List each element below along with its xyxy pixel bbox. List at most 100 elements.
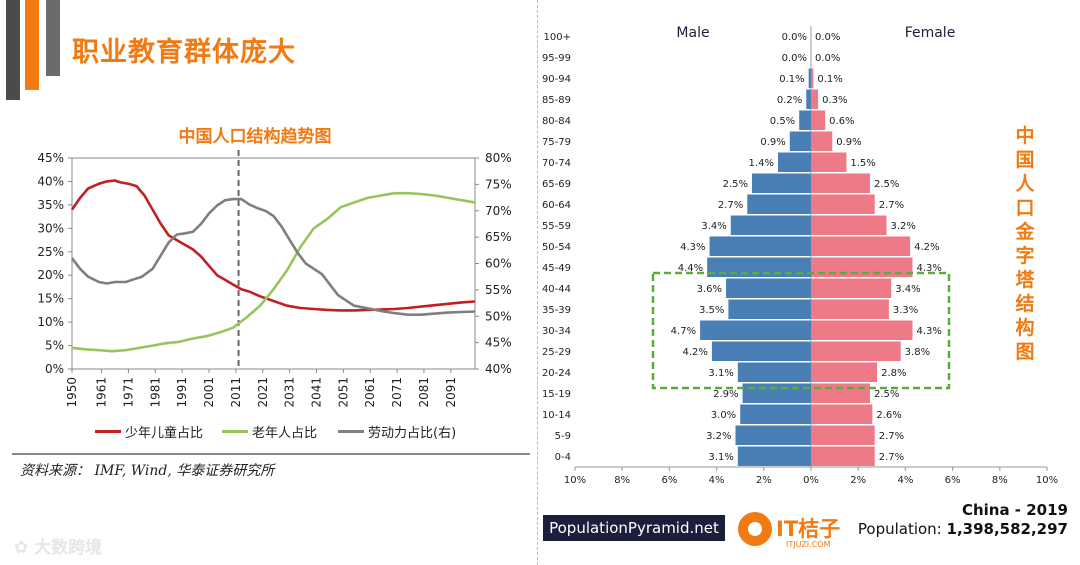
male-value-label: 2.9% — [713, 389, 738, 400]
right-tick-label: 45% — [485, 336, 512, 350]
age-group-label: 100+ — [544, 32, 571, 43]
female-value-label: 1.5% — [850, 158, 875, 169]
age-group-label: 50-54 — [542, 242, 571, 253]
female-value-label: 4.2% — [914, 242, 939, 253]
legend-label-labor: 劳动力占比(右) — [368, 425, 457, 441]
age-group-label: 35-39 — [542, 305, 571, 316]
age-group-label: 0-4 — [555, 452, 571, 463]
male-bar — [709, 236, 811, 256]
right-tick-label: 55% — [485, 283, 512, 297]
male-bar — [806, 89, 811, 109]
female-bar — [811, 362, 878, 382]
age-group-label: 25-29 — [542, 347, 571, 358]
left-chart-title: 中国人口结构趋势图 — [178, 127, 332, 147]
x-tick-label: 0% — [803, 475, 819, 486]
right-tick-label: 40% — [485, 362, 512, 376]
age-group-label: 10-14 — [542, 410, 571, 421]
population-structure-trend-chart: 0% 5% 10% 15% 20% 25% 30% 35% 40% 45% 40% 45% 50% 55%… — [37, 150, 512, 408]
male-value-label: 3.0% — [711, 410, 736, 421]
x-tick-label: 6% — [661, 475, 677, 486]
male-bar — [777, 152, 811, 172]
female-value-label: 2.8% — [881, 368, 906, 379]
female-value-label: 2.5% — [874, 179, 899, 190]
x-tick-label: 2001 — [202, 377, 216, 408]
right-tick-label: 75% — [485, 177, 512, 191]
children-ratio-line — [70, 179, 476, 312]
age-group-label: 5-9 — [555, 431, 571, 442]
female-value-label: 4.3% — [916, 263, 941, 274]
male-bar — [726, 278, 811, 298]
female-value-label: 2.7% — [879, 431, 904, 442]
male-bar — [711, 341, 811, 361]
male-bar — [789, 131, 811, 151]
country-year: China - 2019 — [961, 501, 1068, 519]
x-tick-label: 2071 — [390, 377, 404, 408]
female-value-label: 2.5% — [874, 389, 899, 400]
male-value-label: 4.7% — [671, 326, 696, 337]
page-title: 职业教育群体庞大 — [72, 37, 296, 68]
x-tick-label: 2091 — [444, 377, 458, 408]
female-bar — [811, 278, 892, 298]
male-bar — [735, 425, 811, 445]
female-bar — [811, 383, 870, 403]
x-tick-label: 2% — [756, 475, 772, 486]
male-value-label: 3.1% — [708, 368, 733, 379]
female-value-label: 2.7% — [879, 200, 904, 211]
x-tick-label: 1981 — [148, 377, 162, 408]
x-tick-label: 2041 — [309, 377, 323, 408]
x-tick-label: 1991 — [175, 377, 189, 408]
population-label: Population: — [857, 520, 942, 538]
brand-sub: ITJUZI.COM — [786, 540, 831, 549]
x-tick-label: 2081 — [417, 377, 431, 408]
center-divider — [537, 0, 538, 565]
female-value-label: 0.9% — [836, 137, 861, 148]
male-bar — [730, 215, 811, 235]
x-tick-label: 2% — [850, 475, 866, 486]
watermark-text: 大数跨境 — [34, 538, 103, 558]
age-group-label: 85-89 — [542, 95, 571, 106]
x-tick-label: 2031 — [283, 377, 297, 408]
watermark: ✿ 大数跨境 — [14, 533, 102, 558]
female-value-label: 3.4% — [895, 284, 920, 295]
x-tick-label: 4% — [897, 475, 913, 486]
x-tick-label: 1961 — [95, 377, 109, 408]
female-value-label: 0.0% — [815, 32, 840, 43]
male-value-label: 3.6% — [697, 284, 722, 295]
working-age-highlight-box — [651, 271, 951, 390]
x-tick-label: 2051 — [336, 377, 350, 408]
female-value-label: 3.2% — [891, 221, 916, 232]
age-group-label: 55-59 — [542, 221, 571, 232]
male-bar — [808, 68, 811, 88]
x-tick-label: 2011 — [229, 377, 243, 408]
populationpyramid-badge[interactable]: PopulationPyramid.net — [543, 515, 725, 541]
female-value-label: 4.3% — [916, 326, 941, 337]
female-bar — [811, 446, 875, 466]
legend-item-labor: 劳动力占比(右) — [338, 421, 456, 441]
right-tick-label: 65% — [485, 230, 512, 244]
age-group-label: 70-74 — [542, 158, 571, 169]
female-value-label: 2.7% — [879, 452, 904, 463]
legend-swatch-labor — [338, 429, 364, 433]
left-tick-label: 35% — [37, 198, 64, 212]
left-tick-label: 0% — [45, 362, 64, 376]
right-tick-label: 70% — [485, 204, 512, 218]
male-value-label: 4.2% — [682, 347, 707, 358]
elderly-ratio-line — [71, 191, 476, 353]
age-group-label: 75-79 — [542, 137, 571, 148]
female-value-label: 3.8% — [905, 347, 930, 358]
male-bar — [799, 110, 811, 130]
male-value-label: 1.4% — [749, 158, 774, 169]
female-value-label: 0.3% — [822, 95, 847, 106]
x-tick-label: 4% — [709, 475, 725, 486]
plot-frame — [71, 157, 476, 370]
right-tick-label: 50% — [485, 309, 512, 323]
age-group-label: 40-44 — [542, 284, 571, 295]
female-bar — [811, 320, 913, 340]
left-tick-label: 20% — [37, 268, 64, 282]
male-value-label: 0.0% — [782, 53, 807, 64]
female-value-label: 2.6% — [876, 410, 901, 421]
left-tick-label: 40% — [37, 174, 64, 188]
female-bar — [811, 236, 911, 256]
male-bar — [747, 194, 811, 214]
female-value-label: 3.3% — [893, 305, 918, 316]
